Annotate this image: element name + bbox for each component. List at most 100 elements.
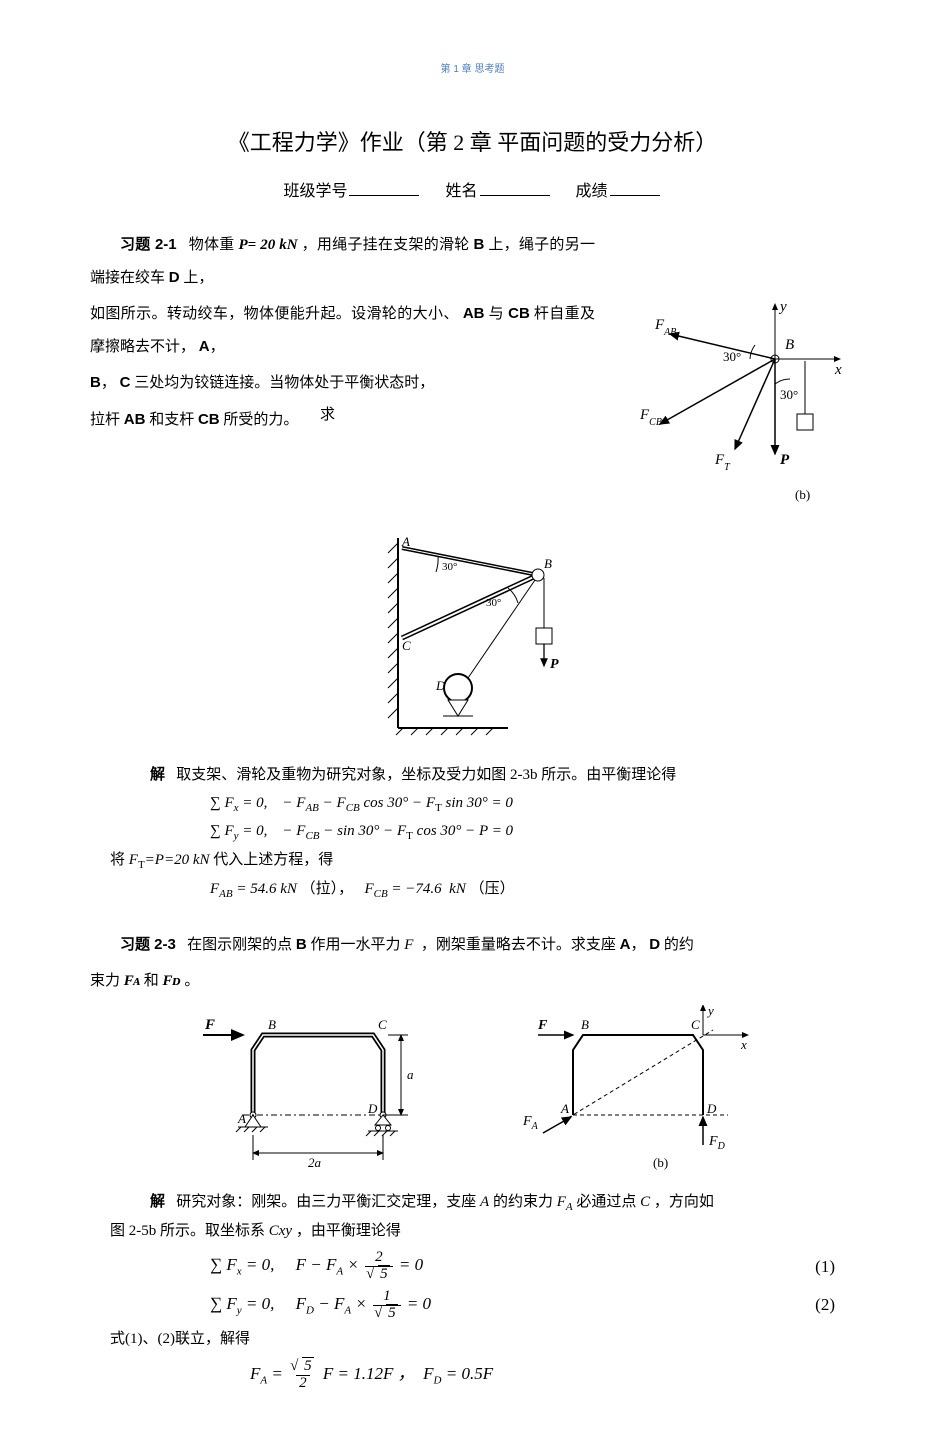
p2-label: 习题 2-3 (120, 936, 176, 953)
fbd2-B: B (581, 1017, 589, 1032)
sol1-res-a: FAB = 54.6 kN (210, 881, 297, 897)
sol2-l1d: FA (557, 1194, 573, 1210)
figure-2-1b-wrap: y x B FAB FCB FT 30° 30° (615, 299, 855, 522)
m-a30a: 30° (442, 561, 457, 573)
m-a30b: 30° (486, 597, 501, 609)
ft-label: FT (714, 452, 731, 473)
p2-b: B (296, 936, 307, 953)
p2-period: 。 (184, 973, 199, 989)
m-A: A (401, 534, 410, 549)
sol2-head: 解 (150, 1193, 165, 1210)
p2-f: →F (404, 937, 413, 953)
fbd2-D: D (706, 1101, 717, 1116)
fab-label: FAB (654, 317, 676, 338)
eq-sumfy: ∑ Fy = 0, FD − FA × 15 = 0 (2) (210, 1289, 855, 1322)
p2-a: A (620, 936, 631, 953)
p2-fd: Fᴅ (162, 973, 180, 989)
figure-row-2-3: F B C A D a (90, 1005, 855, 1175)
sol1-eq2: ∑ Fy = 0, − FCB − sin 30° − FT cos 30° −… (210, 823, 513, 839)
score-blank (610, 181, 660, 196)
eqnum-1: (1) (815, 1257, 835, 1277)
p1-t1: 物体重 (189, 237, 239, 253)
sol2-l1g: ，方向如 (654, 1194, 714, 1210)
sol2-l2c: ，由平衡理论得 (296, 1223, 401, 1239)
angle-30b: 30° (780, 387, 798, 402)
class-label: 班级学号 (283, 183, 347, 200)
p2-t2: 作用一水平力 (310, 937, 404, 953)
p1-ab2: AB (124, 411, 146, 428)
sol2-l1b: A (480, 1194, 489, 1210)
m-P: P (550, 657, 559, 672)
p-label: P (780, 452, 790, 468)
fbd2-A: A (560, 1101, 569, 1116)
fcb-label: FCB (639, 407, 662, 428)
sol2-l1a: 研究对象：刚架。由三力平衡汇交定理，支座 (176, 1194, 480, 1210)
p1-t6: 与 (489, 306, 508, 322)
sol1-l3a: 将 (110, 852, 129, 868)
sol1-l1: 取支架、滑轮及重物为研究对象，坐标及受力如图 2-3b 所示。由平衡理论得 (176, 767, 676, 783)
dim-2a: 2a (308, 1155, 322, 1170)
dim-a: a (407, 1067, 414, 1082)
fbd2-b-label: (b) (653, 1155, 668, 1170)
p2-and: 和 (144, 973, 163, 989)
p1-d: D (169, 269, 180, 286)
point-b-label: B (785, 337, 794, 353)
fbd2-FA: FA (522, 1114, 539, 1132)
fbd2-FD: FD (708, 1134, 726, 1152)
p1-c2: ， (101, 375, 116, 391)
fbd2-C: C (691, 1017, 700, 1032)
p1-t11: 和支杆 (149, 412, 198, 428)
p1-cb: CB (508, 305, 530, 322)
p1-bb: B (90, 374, 101, 391)
fbd2-x: x (740, 1037, 747, 1052)
p1-t4: 上， (183, 270, 213, 286)
p1-cb2: CB (198, 411, 220, 428)
p1-t12: 所受的力。 (223, 412, 298, 428)
p2-fa: Fᴀ (124, 973, 140, 989)
sol2-l2b: Cxy (269, 1223, 292, 1239)
p1-a: A (199, 338, 210, 355)
p2-t5: 束力 (90, 973, 124, 989)
eqnum-2: (2) (815, 1295, 835, 1315)
frame-D: D (367, 1101, 378, 1116)
fig-b-label: (b) (795, 487, 810, 502)
p2-d: D (649, 936, 660, 953)
frame-A: A (237, 1111, 246, 1126)
mechanism-diagram: 30° 30° A B C D P (358, 528, 588, 738)
m-C: C (402, 638, 411, 653)
p1-t5: 如图所示。转动绞车，物体便能升起。设滑轮的大小、 (90, 306, 459, 322)
solution-2-3: 解 研究对象：刚架。由三力平衡汇交定理，支座 A 的约束力 FA 必通过点 C … (150, 1189, 855, 1244)
frame-F: F (204, 1017, 215, 1033)
fbd-diagram-2: y x F FA FD B C A D (b) (503, 1005, 763, 1175)
figure-2-1a: 30° 30° A B C D P (90, 528, 855, 751)
problem-label: 习题 2-1 (120, 236, 177, 253)
p1-t8: 三处均为铰链连接。当物体处于平衡状态时， (134, 375, 434, 391)
name-blank (480, 181, 550, 196)
problem-2-1: y x B FAB FCB FT 30° 30° (90, 229, 855, 750)
sol1-res-a-note: （拉）， (301, 881, 354, 897)
sol2-l1c: 的约束力 (493, 1194, 557, 1210)
sol1-res-b-note: （压） (470, 881, 515, 897)
angle-30a: 30° (723, 349, 741, 364)
solution-2-3b: 式(1)、(2)联立，解得 (150, 1327, 855, 1353)
sol2-l2a: 图 2-5b 所示。取坐标系 (110, 1223, 269, 1239)
p1-peq: P= 20 kN (239, 237, 298, 253)
frame-B: B (268, 1017, 276, 1032)
meta-line: 班级学号 姓名 成绩 (90, 177, 855, 201)
p1-c: C (120, 374, 131, 391)
sol2-l3: 式(1)、(2)联立，解得 (110, 1327, 855, 1353)
axis-y-label: y (778, 299, 787, 315)
eq-sumfx: ∑ Fx = 0, F − FA × 25 = 0 (1) (210, 1250, 855, 1283)
sol1-l3b: FT=P=20 kN (129, 852, 210, 868)
p1-t9e: 求 (320, 400, 335, 432)
p2-t1: 在图示刚架的点 (187, 937, 296, 953)
class-blank (349, 181, 419, 196)
p1-b: B (474, 236, 485, 253)
score-label: 成绩 (576, 183, 608, 200)
solution-2-1: 解 取支架、滑轮及重物为研究对象，坐标及受力如图 2-3b 所示。由平衡理论得 … (150, 762, 855, 903)
sol1-eq1: ∑ Fx = 0, − FAB − FCB cos 30° − FT sin 3… (210, 795, 513, 811)
frame-C: C (378, 1017, 387, 1032)
sol2-l1f: C (640, 1194, 650, 1210)
m-D: D (435, 678, 446, 693)
sol1-head: 解 (150, 766, 165, 783)
